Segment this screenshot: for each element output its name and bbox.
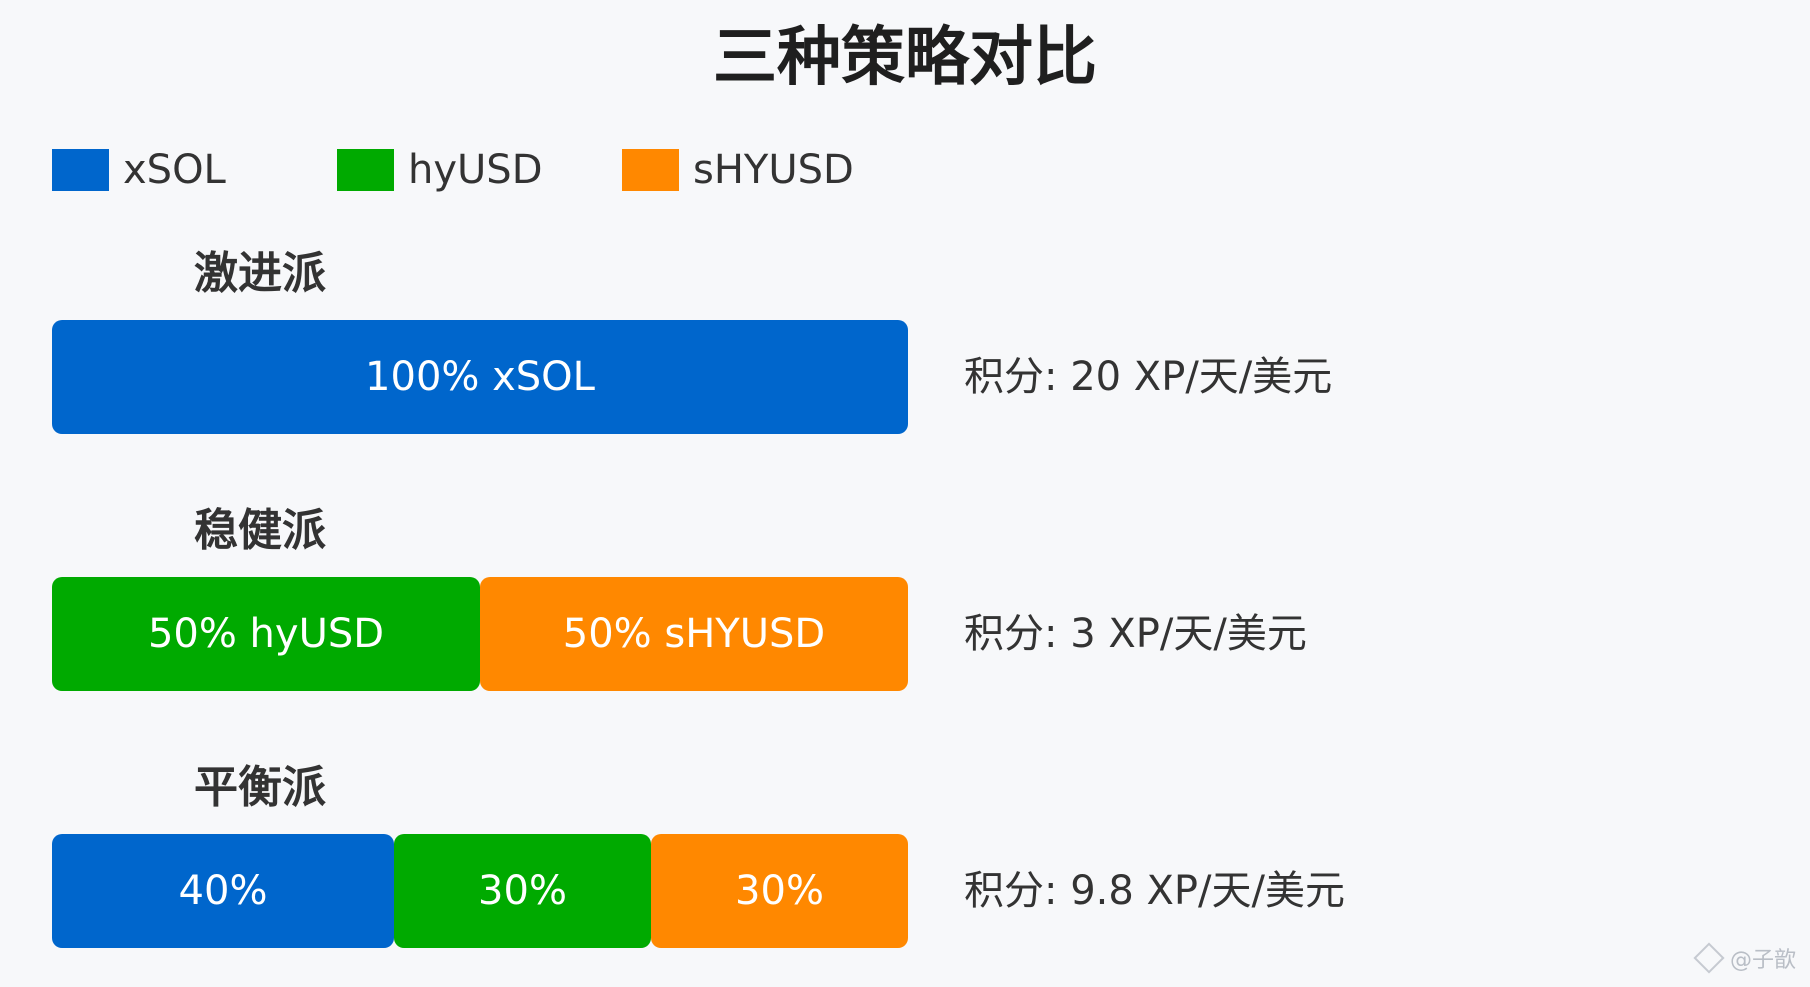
stacked-bar: 100% xSOL bbox=[52, 320, 908, 434]
legend-label: hyUSD bbox=[408, 147, 543, 193]
score-label: 积分: 9.8 XP/天/美元 bbox=[964, 868, 1345, 914]
bar-segment-xsol: 100% xSOL bbox=[52, 320, 908, 434]
score-label: 积分: 20 XP/天/美元 bbox=[964, 354, 1333, 400]
strategy-title: 激进派 bbox=[194, 248, 326, 299]
stacked-bar: 40% 30% 30% bbox=[52, 834, 908, 948]
strategy-title: 稳健派 bbox=[194, 505, 326, 556]
bar-segment-xsol: 40% bbox=[52, 834, 394, 948]
bar-segment-hyusd: 30% bbox=[394, 834, 651, 948]
watermark-text: @子歆 bbox=[1729, 948, 1796, 973]
stacked-bar: 50% hyUSD 50% sHYUSD bbox=[52, 577, 908, 691]
legend-swatch bbox=[337, 149, 394, 191]
legend-swatch bbox=[52, 149, 109, 191]
chart-title: 三种策略对比 bbox=[713, 21, 1097, 95]
legend-swatch bbox=[622, 149, 679, 191]
bar-segment-shyusd: 30% bbox=[651, 834, 908, 948]
legend-label: xSOL bbox=[123, 147, 226, 193]
strategy-title: 平衡派 bbox=[194, 762, 326, 813]
diamond-logo-icon bbox=[1693, 942, 1725, 974]
watermark: @子歆 bbox=[1693, 942, 1796, 975]
legend-label: sHYUSD bbox=[693, 147, 854, 193]
bar-segment-hyusd: 50% hyUSD bbox=[52, 577, 480, 691]
bar-segment-shyusd: 50% sHYUSD bbox=[480, 577, 908, 691]
score-label: 积分: 3 XP/天/美元 bbox=[964, 611, 1307, 657]
